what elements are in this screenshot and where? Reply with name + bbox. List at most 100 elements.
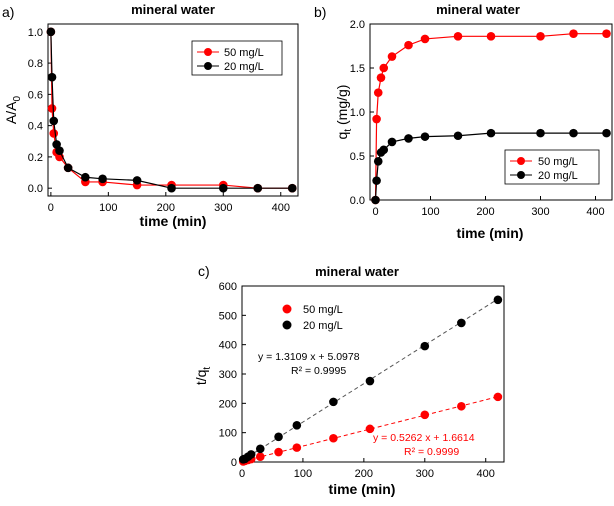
panel-b-point-series-2	[379, 145, 389, 155]
panel-b-point-series-1	[569, 29, 578, 38]
panel-b-point-series-2	[373, 156, 383, 166]
panel-c-title: mineral water	[315, 264, 399, 279]
panel-b-title: mineral water	[436, 2, 520, 17]
panel-c-ylabel-main: t/q	[193, 370, 209, 386]
panel-c-ytick-label: 100	[219, 428, 237, 440]
panel-a-ytick-label: 0.2	[28, 152, 43, 164]
panel-c-point-series-2	[274, 432, 283, 442]
panel-c-point-series-1	[365, 424, 375, 434]
panel-b-ticks: 0 100 200 300 400 0.0 0.5 1.0 1.5 2.0	[350, 19, 605, 218]
panel-b-point-series-2	[453, 131, 463, 141]
panel-a-title: mineral water	[131, 2, 215, 17]
panel-a-ticks: 0 100 200 300 400 0.0 0.2 0.4 0.6 0.8 1.0	[28, 27, 290, 214]
panel-c-point-series-1	[457, 401, 466, 411]
panel-b-legend-marker-1	[517, 157, 525, 165]
panel-b-ytick-label: 1.0	[350, 107, 365, 119]
panel-b: b) mineral water 0 100 200 300 400 0.0 0.5 1.0 1…	[314, 2, 613, 241]
panel-a-ylabel: A/A0	[3, 95, 23, 124]
panel-a-point-series-2	[46, 27, 56, 37]
panel-c-point-series-2	[493, 295, 503, 305]
panel-c-point-series-2	[365, 376, 375, 386]
panel-a-point-series-1	[47, 104, 57, 113]
panel-c-fit-line-1	[241, 396, 499, 462]
panel-b-xtick-label: 400	[586, 206, 604, 218]
panel-b-ytick-label: 0.0	[350, 195, 365, 207]
panel-c-ylabel: t/qt	[193, 367, 213, 386]
panel-b-xtick-label: 0	[372, 206, 378, 218]
panel-a-legend: 50 mg/L 20 mg/L	[191, 40, 283, 76]
panel-a-legend-marker-2	[204, 62, 212, 70]
panel-b-ytick-label: 1.5	[350, 63, 365, 75]
panel-b-point-series-1	[373, 88, 383, 97]
panel-b-legend-label-2: 20 mg/L	[538, 170, 578, 182]
panel-b-legend: 50 mg/L 20 mg/L	[504, 149, 600, 185]
panel-a-xlabel: time (min)	[140, 213, 207, 229]
panel-b-point-series-2	[486, 128, 496, 138]
panel-b-xtick-label: 100	[421, 206, 439, 218]
panel-b-legend-label-1: 50 mg/L	[538, 156, 578, 168]
panel-a-point-series-2	[253, 183, 263, 193]
panel-a-series	[46, 27, 297, 193]
panel-b-point-series-1	[536, 32, 545, 41]
panel-c-fit-r2-1: R² = 0.9999	[404, 446, 459, 458]
panel-b-ytick-label: 0.5	[350, 151, 365, 163]
panel-a-xtick-label: 300	[214, 202, 232, 214]
panel-c-xtick-label: 400	[477, 468, 495, 480]
panel-c-point-series-1	[255, 452, 265, 462]
panel-c-point-series-1	[292, 443, 302, 452]
panel-c-point-series-2	[329, 397, 338, 407]
panel-a-ytick-label: 0.6	[28, 89, 43, 101]
panel-b-legend-marker-2	[517, 171, 525, 179]
panel-c-ytick-label: 0	[231, 457, 237, 469]
panel-a-point-series-2	[167, 183, 176, 193]
panel-a-legend-label-1: 50 mg/L	[224, 47, 264, 59]
panel-c-point-series-2	[246, 450, 256, 459]
panel-b-point-series-2	[602, 128, 611, 138]
panel-a: a) mineral water 0 100 200 300 4000.00.20.40…	[2, 2, 299, 229]
panel-b-point-series-1	[453, 32, 463, 41]
panel-a-ytick-label: 1.0	[28, 27, 43, 39]
panel-b-point-series-1	[404, 40, 413, 50]
panel-a-label: a)	[2, 4, 14, 20]
panel-c-legend-label-1: 50 mg/L	[303, 304, 343, 316]
panel-c-xlabel: time (min)	[329, 481, 396, 497]
panel-b-point-series-1	[486, 32, 496, 41]
panel-a-legend-marker-1	[204, 48, 212, 56]
panel-a-point-series-2	[218, 183, 228, 193]
panel-b-ylabel-unit: (mg/g)	[334, 85, 350, 129]
panel-c-point-series-2	[420, 341, 430, 351]
panel-c-point-series-1	[274, 447, 283, 457]
panel-b-point-series-1	[376, 73, 386, 82]
panel-c-xtick-label: 100	[294, 468, 312, 480]
panel-b-point-series-1	[602, 29, 611, 38]
panel-b-xlabel: time (min)	[457, 225, 524, 241]
panel-a-ytick-label: 0.0	[28, 183, 43, 195]
panel-b-point-series-2	[371, 195, 380, 205]
panel-c-point-series-2	[457, 318, 466, 328]
panel-a-point-series-2	[55, 146, 64, 155]
panel-b-xtick-label: 200	[476, 206, 494, 218]
panel-c-point-series-1	[493, 392, 503, 402]
panel-a-point-series-2	[63, 163, 73, 173]
panel-c: c) mineral water 0 100 200 300 400 0 100 200 300…	[193, 263, 505, 497]
panel-c-ylabel-sub: t	[202, 367, 213, 370]
panel-a-xtick-label: 0	[48, 202, 54, 214]
panel-b-point-series-1	[420, 34, 430, 44]
panel-a-plot-frame	[47, 23, 299, 197]
panel-c-xtick-label: 0	[239, 468, 245, 480]
panel-a-point-series-2	[49, 116, 59, 126]
panel-c-ytick-label: 200	[219, 398, 237, 410]
panel-c-point-series-1	[420, 410, 430, 420]
panel-a-point-series-2	[47, 72, 57, 82]
panel-a-point-series-1	[49, 129, 59, 138]
panel-a-ylabel-main: A/A	[3, 101, 19, 124]
panel-c-xtick-label: 300	[416, 468, 434, 480]
panel-b-point-series-1	[372, 114, 381, 124]
panel-c-legend: 50 mg/L 20 mg/L	[282, 304, 343, 332]
panel-b-label: b)	[314, 4, 326, 20]
panel-c-label: c)	[198, 263, 210, 279]
panel-c-ytick-label: 500	[219, 310, 237, 322]
panel-c-fit-line-2	[241, 298, 499, 461]
